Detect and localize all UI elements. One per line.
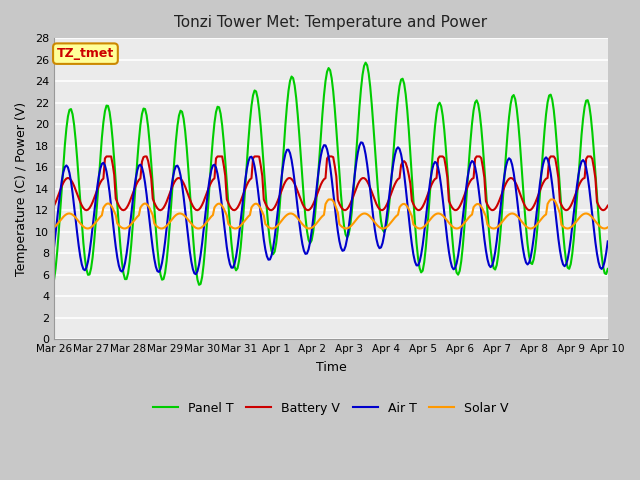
Solar V: [576, 214, 584, 220]
Panel T: [236, 257, 243, 263]
Solar V: [604, 225, 612, 230]
X-axis label: Time: Time: [316, 361, 346, 374]
Legend: Panel T, Battery V, Air T, Solar V: Panel T, Battery V, Air T, Solar V: [148, 397, 513, 420]
Line: Solar V: Solar V: [54, 200, 608, 228]
Line: Air T: Air T: [54, 143, 608, 274]
Panel T: [362, 60, 369, 65]
Panel T: [118, 259, 125, 265]
Line: Panel T: Panel T: [54, 62, 608, 285]
Air T: [50, 244, 58, 250]
Battery V: [246, 177, 254, 182]
Air T: [236, 231, 243, 237]
Battery V: [604, 203, 612, 208]
Battery V: [218, 154, 226, 159]
Battery V: [237, 198, 244, 204]
Air T: [244, 158, 252, 164]
Solar V: [292, 214, 300, 219]
Battery V: [296, 193, 303, 199]
Solar V: [243, 215, 251, 221]
Panel T: [195, 282, 203, 288]
Battery V: [121, 207, 129, 213]
Air T: [357, 140, 365, 145]
Air T: [576, 164, 584, 169]
Air T: [192, 271, 200, 277]
Battery V: [102, 154, 110, 159]
Air T: [217, 192, 225, 198]
Air T: [604, 239, 612, 244]
Panel T: [244, 138, 252, 144]
Solar V: [215, 201, 223, 206]
Battery V: [83, 207, 90, 213]
Panel T: [50, 277, 58, 283]
Solar V: [490, 226, 497, 231]
Solar V: [234, 225, 241, 231]
Line: Battery V: Battery V: [54, 156, 608, 210]
Panel T: [217, 111, 225, 117]
Battery V: [50, 203, 58, 208]
Panel T: [604, 266, 612, 272]
Solar V: [50, 225, 58, 230]
Battery V: [576, 180, 584, 186]
Text: TZ_tmet: TZ_tmet: [57, 47, 114, 60]
Panel T: [576, 152, 584, 157]
Air T: [294, 206, 301, 212]
Title: Tonzi Tower Met: Temperature and Power: Tonzi Tower Met: Temperature and Power: [174, 15, 488, 30]
Y-axis label: Temperature (C) / Power (V): Temperature (C) / Power (V): [15, 102, 28, 276]
Air T: [118, 269, 125, 275]
Panel T: [294, 112, 301, 118]
Solar V: [324, 197, 332, 203]
Solar V: [118, 225, 125, 231]
